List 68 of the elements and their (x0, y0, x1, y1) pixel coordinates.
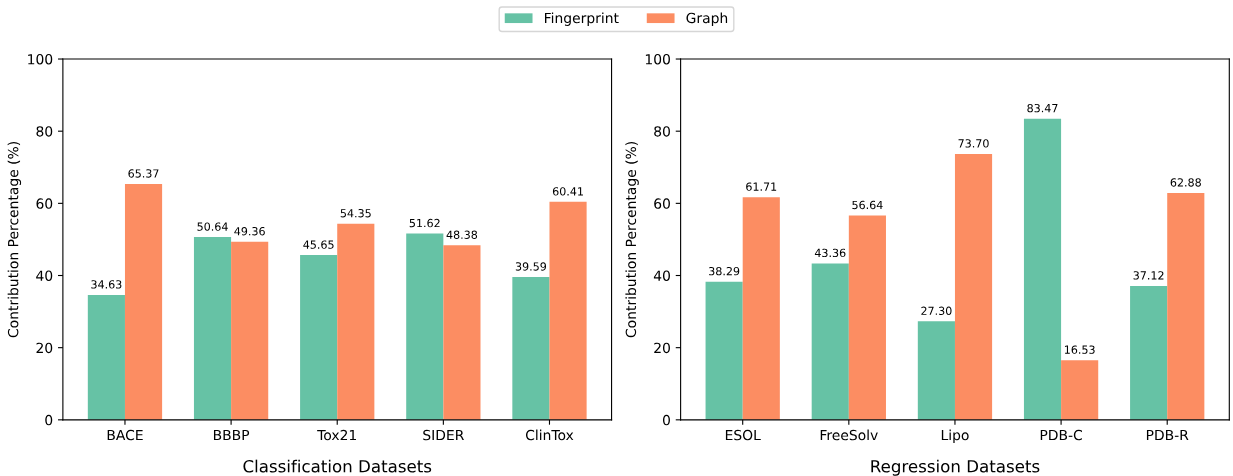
bar (443, 245, 481, 420)
data-label: 62.88 (1170, 178, 1201, 187)
data-label: 65.37 (128, 169, 159, 178)
y-tick-label: 100 (645, 53, 670, 65)
data-label: 45.65 (303, 240, 334, 249)
data-label: 43.36 (814, 248, 846, 258)
bar (1061, 360, 1099, 420)
y-tick-label: 80 (36, 126, 53, 137)
bar (193, 237, 232, 420)
legend-label: Fingerprint (545, 12, 619, 26)
bar (406, 233, 444, 420)
x-tick-label: PDB-R (1146, 429, 1189, 441)
data-label: 39.59 (515, 262, 547, 271)
bar (337, 223, 375, 420)
bar (917, 321, 955, 420)
bar (1167, 192, 1205, 420)
data-label: 34.63 (91, 280, 122, 289)
bar (512, 276, 550, 420)
x-tick-label: BBBP (213, 429, 250, 441)
bar (549, 201, 587, 420)
x-tick-label: SIDER (423, 429, 464, 441)
data-label: 27.30 (921, 306, 952, 316)
y-tick-label: 100 (28, 53, 53, 65)
y-axis-title: Contribution Percentage (%) (7, 142, 22, 338)
x-tick-label: Tox21 (317, 429, 356, 441)
x-tick-label: BACE (107, 429, 143, 441)
x-tick-label: Lipo (941, 429, 969, 443)
data-label: 73.70 (958, 139, 989, 148)
data-label: 83.47 (1027, 103, 1058, 113)
x-axis-title: Classification Datasets (243, 459, 432, 473)
data-label: 56.64 (852, 200, 883, 210)
bar (705, 281, 743, 420)
data-label: 49.36 (234, 227, 265, 236)
x-axis-title: Regression Datasets (871, 459, 1040, 476)
bar (848, 215, 886, 420)
x-tick-label: ClinTox (525, 429, 574, 441)
y-tick-label: 60 (36, 198, 53, 209)
bar (954, 153, 993, 420)
data-label: 50.64 (197, 222, 228, 231)
x-tick-label: PDB-C (1040, 429, 1082, 441)
legend-label: Graph (686, 12, 728, 26)
bar (300, 255, 338, 420)
bar (811, 263, 849, 420)
bar (1130, 285, 1168, 420)
data-label: 54.35 (340, 209, 371, 218)
x-tick-label: ESOL (725, 429, 761, 441)
y-tick-label: 0 (45, 414, 53, 426)
data-label: 16.53 (1064, 345, 1095, 354)
y-tick-label: 40 (653, 270, 670, 281)
y-axis-title: Contribution Percentage (%) (625, 142, 639, 338)
y-tick-label: 80 (654, 126, 670, 137)
data-label: 38.29 (709, 266, 740, 276)
y-tick-label: 60 (654, 198, 670, 209)
data-label: 37.12 (1133, 271, 1164, 280)
bar (1023, 118, 1062, 420)
data-label: 48.38 (446, 230, 478, 239)
x-tick-label: FreeSolv (820, 429, 878, 441)
bar (124, 183, 163, 420)
bar (87, 294, 125, 420)
bar (742, 197, 780, 420)
y-tick-label: 20 (654, 342, 670, 354)
y-tick-label: 0 (662, 414, 670, 426)
y-tick-label: 40 (36, 270, 53, 281)
data-label: 60.41 (552, 187, 583, 196)
bar (231, 241, 269, 420)
y-tick-label: 20 (36, 342, 53, 354)
data-label: 61.71 (746, 182, 777, 191)
data-label: 51.62 (409, 218, 440, 228)
